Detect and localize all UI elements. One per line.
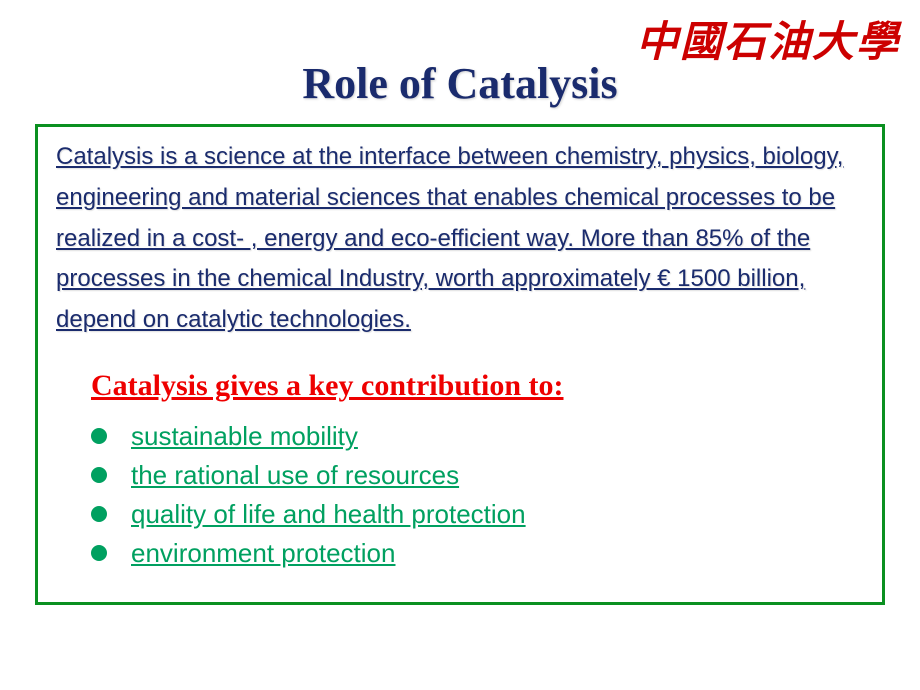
list-item: quality of life and health protection [91, 499, 864, 530]
bullet-text: environment protection [131, 538, 395, 569]
intro-paragraph: Catalysis is a science at the interface … [56, 137, 864, 341]
university-logo: 中國石油大學 [636, 8, 900, 69]
bullet-text: the rational use of resources [131, 460, 459, 491]
list-item: sustainable mobility [91, 421, 864, 452]
list-item: the rational use of resources [91, 460, 864, 491]
bullet-text: sustainable mobility [131, 421, 358, 452]
list-item: environment protection [91, 538, 864, 569]
bullet-icon [91, 467, 107, 483]
bullet-icon [91, 428, 107, 444]
bullet-text: quality of life and health protection [131, 499, 526, 530]
sub-heading: Catalysis gives a key contribution to: [91, 369, 864, 403]
content-box: Catalysis is a science at the interface … [35, 124, 885, 605]
bullet-list: sustainable mobility the rational use of… [91, 421, 864, 569]
bullet-icon [91, 506, 107, 522]
bullet-icon [91, 545, 107, 561]
